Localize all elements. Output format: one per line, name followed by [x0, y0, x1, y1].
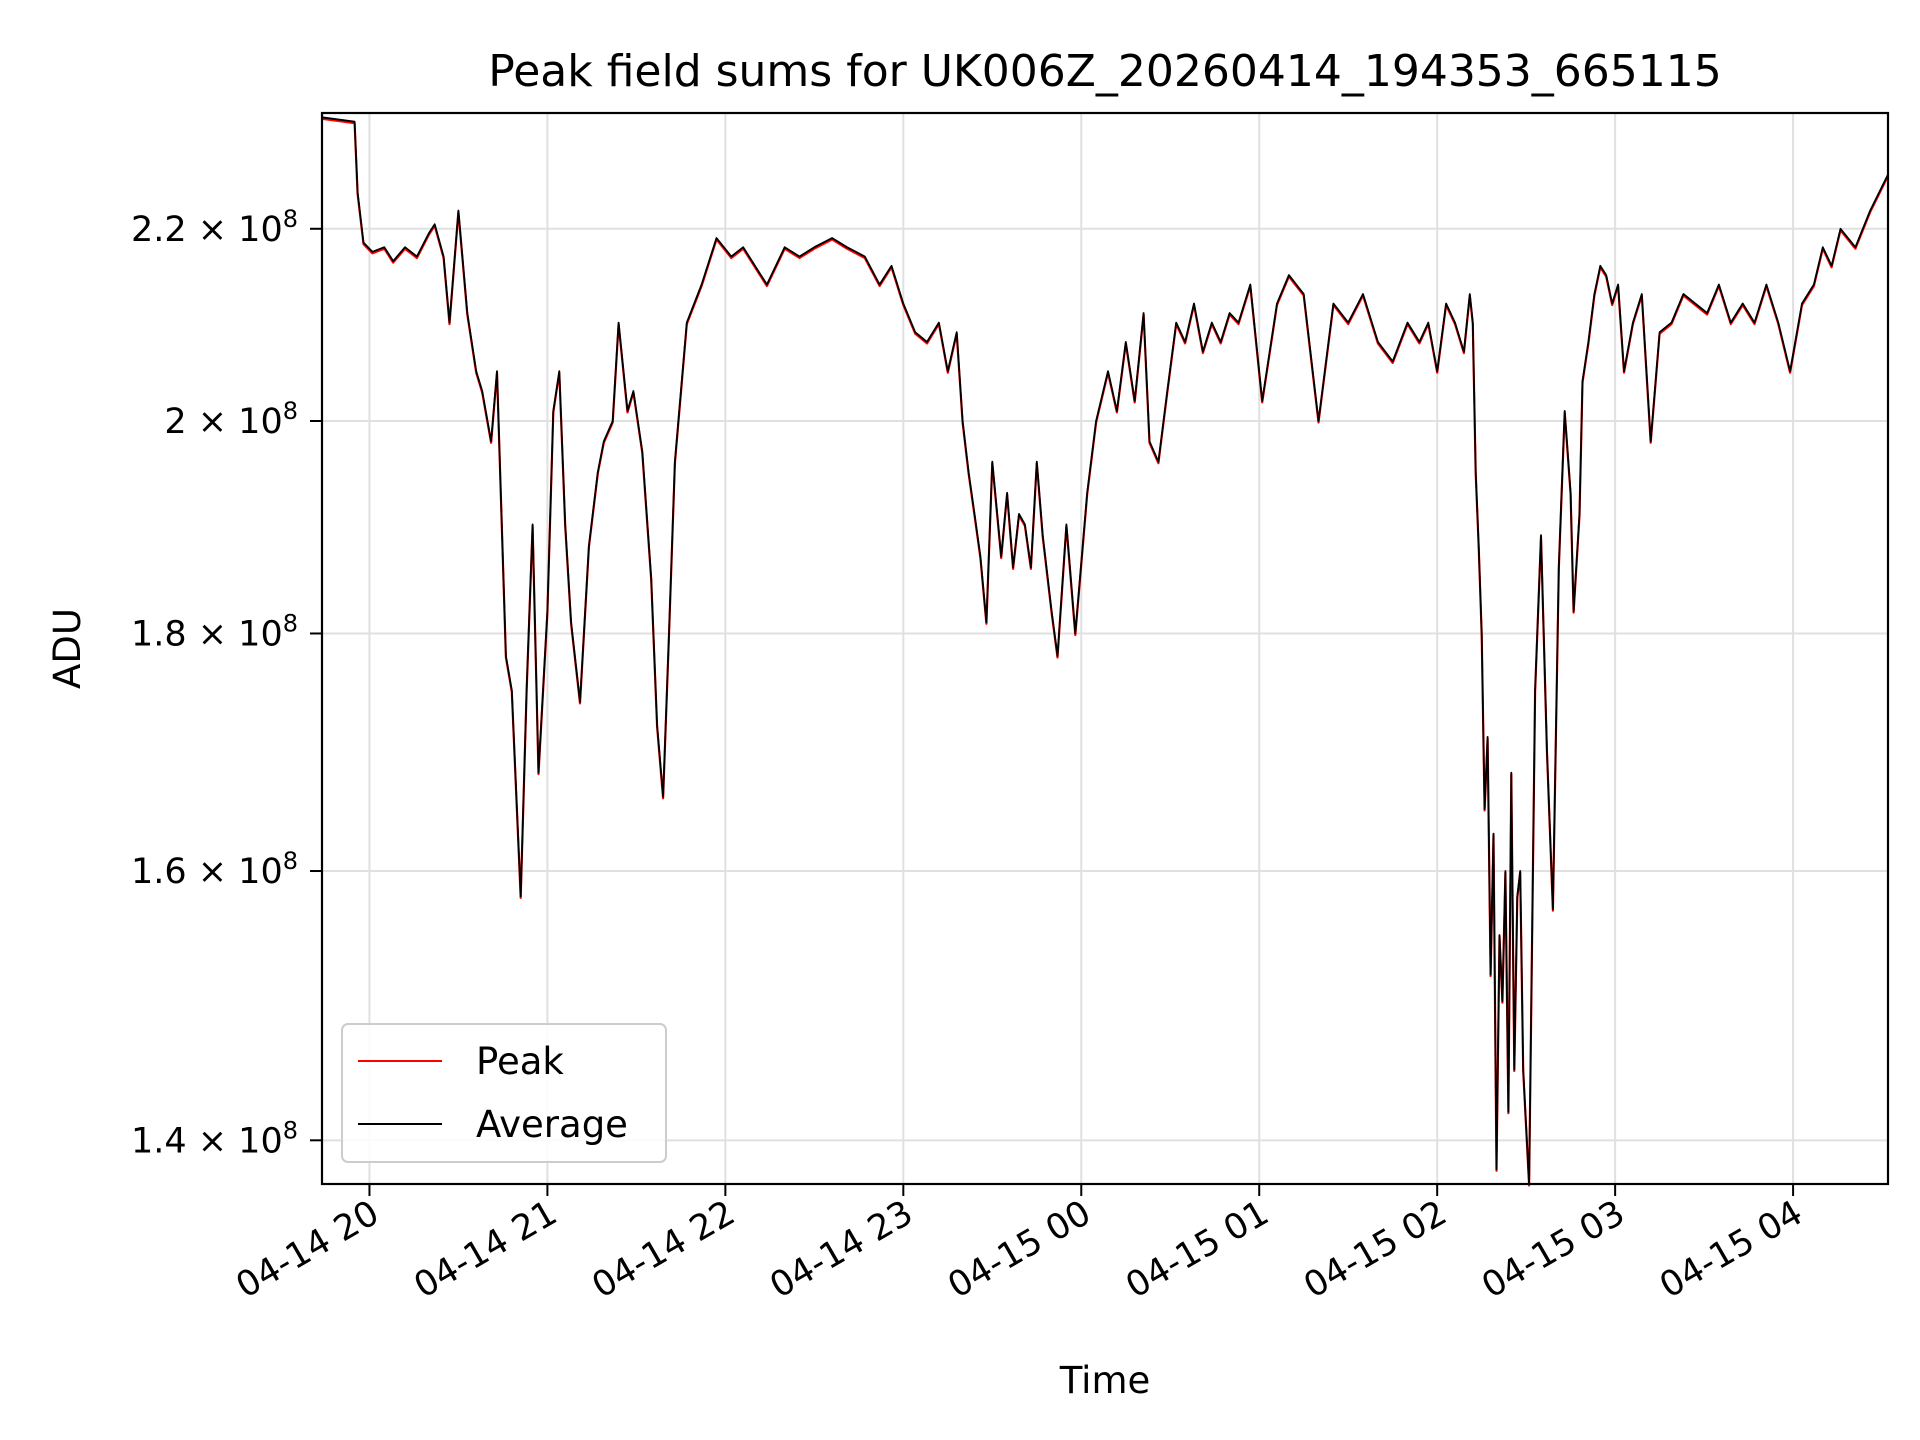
y-axis-label: ADU — [46, 608, 89, 689]
legend: Peak Average — [341, 1023, 667, 1163]
plot-frame — [320, 111, 1890, 1186]
y-tick-label: 2 × 108 — [164, 397, 298, 442]
legend-label-peak: Peak — [476, 1040, 564, 1083]
series-line-average — [321, 116, 1889, 1185]
chart-title: Peak field sums for UK006Z_20260414_1943… — [488, 46, 1722, 97]
legend-label-average: Average — [476, 1103, 628, 1146]
y-tick-label: 1.8 × 108 — [131, 609, 298, 654]
legend-box — [341, 1023, 667, 1163]
y-tick-label: 1.6 × 108 — [131, 847, 298, 892]
x-axis-label: Time — [1059, 1359, 1151, 1402]
series-group — [321, 116, 1889, 1187]
y-axis: 1.4 × 108 1.6 × 108 1.8 × 108 2 × 108 2.2 × … — [131, 205, 322, 1161]
y-tick-label: 1.4 × 108 — [131, 1116, 298, 1161]
y-tick-label: 2.2 × 108 — [131, 205, 298, 250]
